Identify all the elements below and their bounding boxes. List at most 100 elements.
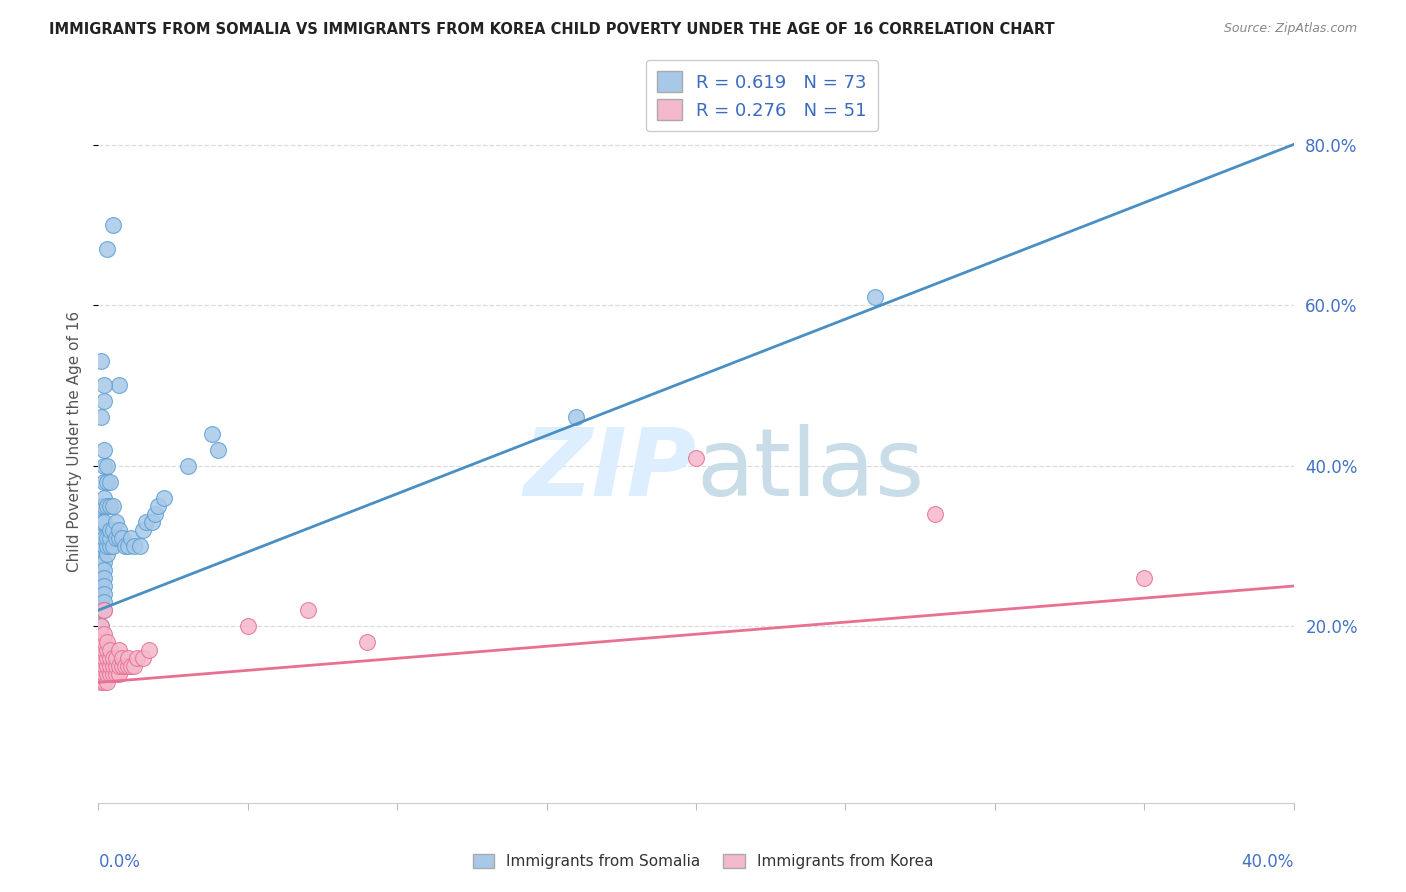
Point [90,619,112,633]
Point [90,579,112,593]
Point [105,659,128,673]
Point [93,571,115,585]
Point [177,458,200,473]
Point [132,651,155,665]
Point [93,378,115,392]
Point [148,499,170,513]
Point [96,547,118,561]
Point [96,475,118,489]
Text: atlas: atlas [696,425,924,516]
Point [93,563,115,577]
Point [90,523,112,537]
Point [105,531,128,545]
Point [96,539,118,553]
Point [93,635,115,649]
Point [90,515,112,529]
Point [93,651,115,665]
Point [103,523,125,537]
Point [90,410,112,425]
Point [108,531,131,545]
Point [93,499,115,513]
Point [93,475,115,489]
Point [117,539,139,553]
Legend: R = 0.619   N = 73, R = 0.276   N = 51: R = 0.619 N = 73, R = 0.276 N = 51 [645,61,877,131]
Point [98,667,122,681]
Point [111,651,134,665]
Point [135,515,157,529]
Point [356,635,378,649]
Point [124,659,146,673]
Point [96,635,118,649]
Point [103,499,125,513]
Point [96,458,118,473]
Point [90,603,112,617]
Point [96,242,118,256]
Point [93,667,115,681]
Point [93,659,115,673]
Point [153,491,176,505]
Point [93,442,115,457]
Point [93,675,115,690]
Point [105,515,128,529]
Point [93,515,115,529]
Point [93,491,115,505]
Point [98,659,122,673]
Point [93,603,115,617]
Point [108,523,131,537]
Point [93,458,115,473]
Point [93,587,115,601]
Point [90,555,112,569]
Point [117,651,139,665]
Point [103,667,125,681]
Y-axis label: Child Poverty Under the Age of 16: Child Poverty Under the Age of 16 [67,311,83,572]
Text: 40.0%: 40.0% [1241,854,1294,871]
Point [105,667,128,681]
Point [90,595,112,609]
Point [96,531,118,545]
Point [105,651,128,665]
Point [90,659,112,673]
Point [685,450,707,465]
Point [98,475,122,489]
Point [114,539,136,553]
Point [90,499,112,513]
Text: 0.0%: 0.0% [98,854,141,871]
Point [117,659,139,673]
Point [138,643,160,657]
Point [297,603,319,617]
Point [141,515,163,529]
Point [93,643,115,657]
Point [108,659,131,673]
Point [93,579,115,593]
Point [124,539,146,553]
Point [93,531,115,545]
Point [90,651,112,665]
Point [114,659,136,673]
Point [98,523,122,537]
Point [1133,571,1156,585]
Point [90,627,112,641]
Point [132,523,155,537]
Point [93,595,115,609]
Point [93,555,115,569]
Point [103,539,125,553]
Point [103,651,125,665]
Point [129,539,152,553]
Point [90,651,112,665]
Point [90,635,112,649]
Point [90,635,112,649]
Point [201,426,224,441]
Point [120,659,142,673]
Point [90,354,112,368]
Point [565,410,588,425]
Point [111,531,134,545]
Point [90,675,112,690]
Point [120,531,142,545]
Point [90,667,112,681]
Point [127,651,149,665]
Point [865,290,887,304]
Point [98,539,122,553]
Point [96,651,118,665]
Point [108,378,131,392]
Point [924,507,946,521]
